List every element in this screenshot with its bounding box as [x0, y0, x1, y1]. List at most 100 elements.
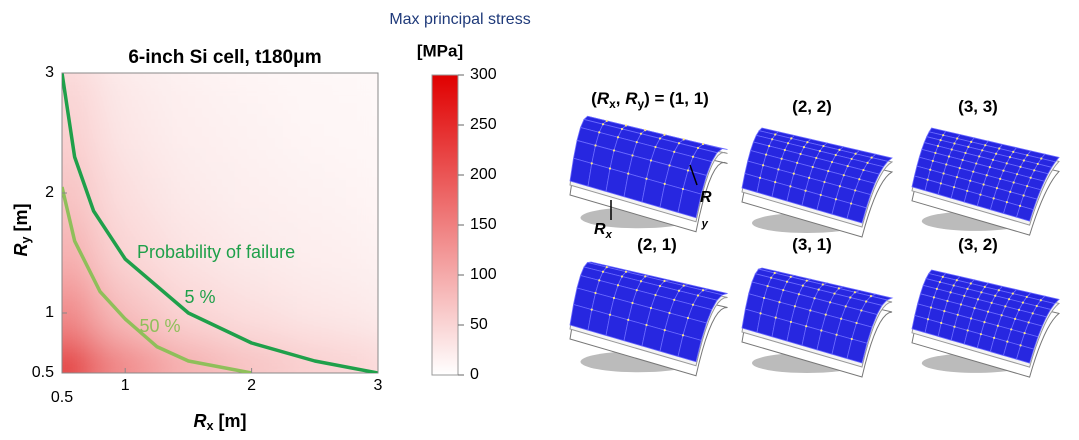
cell-dot — [1019, 165, 1022, 168]
cell-dot — [995, 187, 999, 190]
cell-dot — [1002, 169, 1005, 172]
cell-dot — [1031, 312, 1034, 315]
cell-dot — [673, 150, 676, 153]
heat-cell — [93, 73, 158, 104]
cell-dot — [1023, 331, 1026, 335]
text-part: , — [616, 89, 625, 108]
cell-dot — [1005, 201, 1008, 204]
cell-dot — [691, 303, 695, 306]
text-part: y — [701, 218, 709, 230]
cell-dot — [1019, 344, 1022, 347]
cell-dot — [658, 137, 662, 140]
cell-dot — [950, 148, 953, 151]
cell-dot — [834, 198, 838, 201]
cell-dot — [805, 325, 808, 328]
cell-dot — [955, 279, 958, 282]
text-part: x — [609, 97, 616, 111]
contour-label: 5 % — [184, 287, 215, 307]
cell-dot — [931, 159, 934, 162]
contour-label: 50 % — [139, 316, 180, 336]
plot-frame — [61, 72, 379, 374]
cell-dot — [1035, 304, 1038, 308]
cell-dot — [967, 145, 970, 149]
cell-dot — [691, 155, 695, 158]
cell-dot — [793, 305, 797, 308]
cell-dot — [970, 140, 973, 143]
cell-dot — [963, 294, 966, 298]
colorbar-tick-label: 50 — [470, 316, 488, 333]
text-part: R — [11, 244, 31, 257]
x-label-text: Rx [m] — [193, 411, 246, 434]
cell-dot — [1011, 292, 1014, 295]
cell-dot — [635, 141, 638, 144]
cell-dot — [762, 296, 766, 300]
cell-dot — [627, 172, 630, 175]
cell-dot — [837, 287, 840, 290]
cell-dot — [992, 197, 995, 200]
cell-dot — [686, 169, 690, 172]
cell-dot — [958, 166, 961, 170]
pointer — [689, 164, 698, 186]
cell-dot — [701, 142, 705, 146]
cell-dot — [819, 193, 822, 197]
cell-dot — [961, 158, 964, 162]
cell-dot — [663, 329, 666, 332]
cell-dot — [649, 306, 653, 310]
cell-dot — [782, 289, 785, 292]
cell-dot — [663, 279, 666, 283]
cell-dot — [934, 151, 937, 155]
panel-label: (3, 2) — [958, 235, 998, 254]
heat-cell — [156, 222, 221, 284]
cell-dot — [860, 309, 863, 312]
cell-dot — [1022, 159, 1025, 162]
cell-dot — [850, 337, 853, 341]
colorbar-tick-label: 250 — [470, 116, 497, 133]
cell-dot — [1033, 169, 1036, 172]
cell-dot — [1025, 295, 1028, 299]
cell-dot — [1007, 298, 1011, 301]
cell-dot — [1010, 328, 1013, 331]
cell-dot — [979, 333, 983, 336]
cell-dot — [663, 182, 666, 186]
cell-dot — [802, 146, 806, 149]
cell-dot — [663, 133, 666, 136]
cell-dot — [696, 146, 700, 150]
cell-dot — [612, 296, 616, 300]
contour-line — [62, 186, 252, 373]
heat-cell — [345, 162, 378, 224]
text-part: x — [605, 229, 613, 241]
cell-dot — [970, 317, 973, 320]
text-part: ( — [591, 89, 597, 108]
cell-dot — [945, 163, 948, 166]
cell — [1016, 205, 1034, 222]
cell-dot — [993, 336, 996, 340]
cell-dot — [972, 170, 975, 173]
cell-dot — [594, 291, 597, 295]
cell-dot — [598, 131, 601, 134]
text-part: R — [625, 89, 638, 108]
cell-dot — [956, 137, 959, 140]
cell-dot — [984, 144, 987, 147]
cell-dot — [668, 311, 671, 315]
cell-dot — [850, 157, 853, 161]
cell-dot — [1039, 299, 1042, 302]
cell-dot — [677, 289, 681, 292]
cell-dot — [869, 294, 873, 298]
y-axis-label: Ry [m] — [11, 203, 34, 256]
cell-dot — [846, 164, 849, 168]
cell-dot — [994, 294, 997, 297]
y-tick-label: 1 — [45, 304, 54, 321]
cell-dot — [840, 317, 843, 320]
cell-dot — [969, 179, 972, 182]
cell-dot — [1012, 150, 1015, 153]
suptitle: Max principal stress — [389, 11, 530, 28]
cell-dot — [799, 152, 802, 156]
cell-dot — [862, 168, 865, 172]
cell-dot — [1006, 340, 1009, 343]
cell-dot — [821, 283, 824, 286]
y-tick-label: 0.5 — [32, 364, 54, 381]
cell — [677, 188, 702, 219]
cell-dot — [1029, 176, 1032, 179]
cell-dot — [1040, 157, 1043, 160]
cell-dot — [820, 329, 823, 332]
